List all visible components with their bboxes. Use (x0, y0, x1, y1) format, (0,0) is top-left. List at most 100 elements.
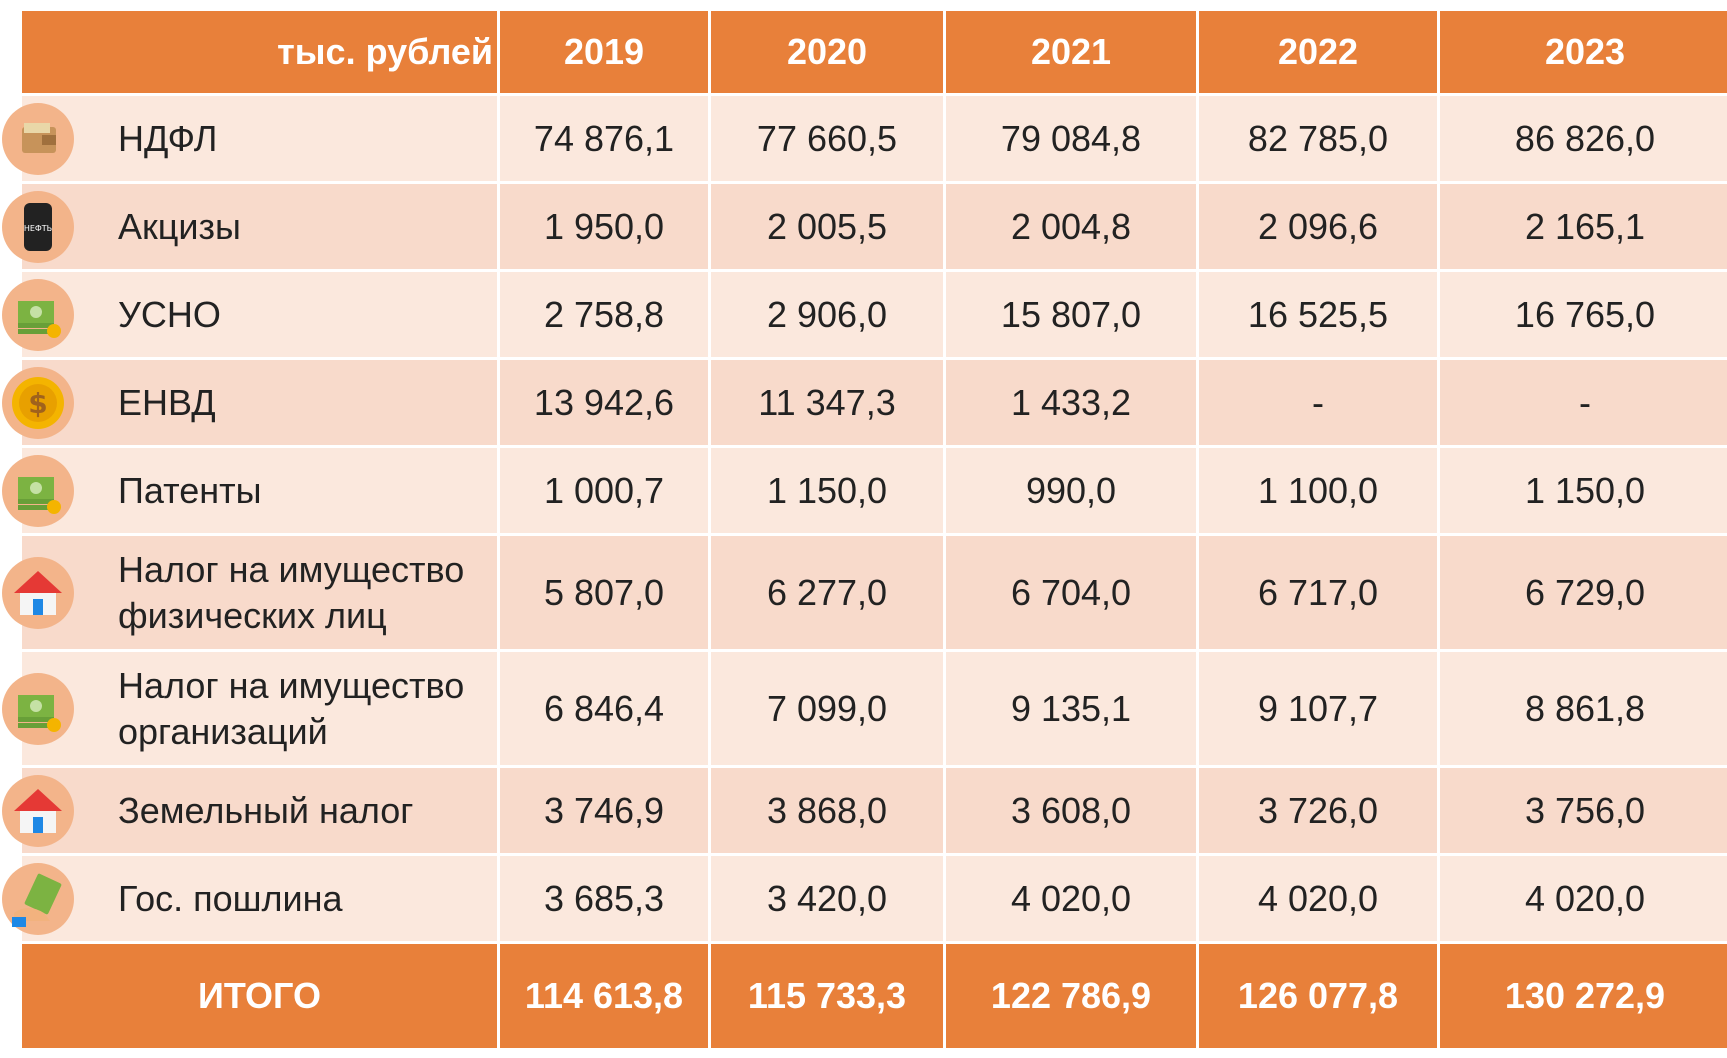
tax-icon: НЕФТЬ (2, 190, 74, 263)
tax-row: Налог на имущество физических лиц 5 807,0… (2, 536, 1727, 649)
tax-row: Гос. пошлина 3 685,3 3 420,0 4 020,0 4 020,0… (2, 856, 1727, 941)
tax-value: 6 277,0 (711, 536, 943, 649)
icon-graphic: $ (12, 376, 64, 429)
table-wrap: тыс. рублей 2019 2020 2021 2022 2023 НДФЛ 74 87… (0, 8, 1727, 1051)
tax-icon (2, 672, 74, 745)
tax-value: 1 150,0 (711, 448, 943, 533)
tax-value: 79 084,8 (946, 96, 1196, 181)
tax-name: Земельный налог (2, 768, 497, 853)
total-value: 122 786,9 (946, 944, 1196, 1048)
tax-value: 9 135,1 (946, 652, 1196, 765)
icon-graphic (14, 788, 62, 833)
tax-row: НЕФТЬ Акцизы 1 950,0 2 005,5 2 004,8 2 096,6 2… (2, 184, 1727, 269)
tax-value: 82 785,0 (1199, 96, 1437, 181)
tax-value: 2 906,0 (711, 272, 943, 357)
svg-text:$: $ (28, 387, 47, 420)
tax-value: 1 000,7 (500, 448, 708, 533)
tax-value: 4 020,0 (1440, 856, 1727, 941)
tax-name: Гос. пошлина (2, 856, 497, 941)
icon-graphic (18, 694, 61, 732)
tax-name: Патенты (2, 448, 497, 533)
tax-value: 2 005,5 (711, 184, 943, 269)
tax-value: 2 004,8 (946, 184, 1196, 269)
tax-value: 9 107,7 (1199, 652, 1437, 765)
tax-value: 15 807,0 (946, 272, 1196, 357)
tax-value: 86 826,0 (1440, 96, 1727, 181)
tax-name: Налог на имущество организаций (2, 652, 497, 765)
tax-value: 4 020,0 (1199, 856, 1437, 941)
tax-row: Земельный налог 3 746,9 3 868,0 3 608,0 3 72… (2, 768, 1727, 853)
tax-row: $ ЕНВД 13 942,6 11 347,3 1 433,2- - (2, 360, 1727, 445)
tax-row: Патенты 1 000,7 1 150,0 990,0 1 100,0 1 150,0 (2, 448, 1727, 533)
total-label: ИТОГО (22, 944, 497, 1048)
tax-name: УСНО (2, 272, 497, 357)
icon-graphic (14, 570, 62, 615)
tax-value: 1 150,0 (1440, 448, 1727, 533)
tax-name: НДФЛ (2, 96, 497, 181)
tax-value: 1 950,0 (500, 184, 708, 269)
tax-icon (2, 454, 74, 527)
tax-name-text: Акцизы (118, 205, 241, 247)
tax-value: 3 756,0 (1440, 768, 1727, 853)
tax-value: 5 807,0 (500, 536, 708, 649)
tax-name-text: Налог на имущество организаций (118, 664, 465, 752)
tax-row: УСНО 2 758,8 2 906,0 15 807,0 16 525,5 16 765… (2, 272, 1727, 357)
icon-graphic: НЕФТЬ (24, 202, 52, 251)
tax-value: 6 704,0 (946, 536, 1196, 649)
tax-name: Налог на имущество физических лиц (2, 536, 497, 649)
tax-name-text: Гос. пошлина (118, 877, 343, 919)
tax-value: 3 608,0 (946, 768, 1196, 853)
tax-icon: $ (2, 366, 74, 439)
tax-name: $ ЕНВД (2, 360, 497, 445)
tax-value: 1 433,2 (946, 360, 1196, 445)
tax-name: НЕФТЬ Акцизы (2, 184, 497, 269)
tax-value: 6 717,0 (1199, 536, 1437, 649)
tax-value: 16 525,5 (1199, 272, 1437, 357)
tax-value: 16 765,0 (1440, 272, 1727, 357)
tax-value: 8 861,8 (1440, 652, 1727, 765)
year-header: 2023 (1440, 11, 1727, 93)
header-row: тыс. рублей 2019 2020 2021 2022 2023 (22, 11, 1727, 93)
tax-value: 7 099,0 (711, 652, 943, 765)
total-value: 114 613,8 (500, 944, 708, 1048)
tax-name-text: УСНО (118, 293, 221, 335)
tax-row: Налог на имущество организаций 6 846,4 7 0… (2, 652, 1727, 765)
tax-value: 6 846,4 (500, 652, 708, 765)
tax-name-text: Земельный налог (118, 789, 414, 831)
year-header: 2022 (1199, 11, 1437, 93)
tax-value: 2 096,6 (1199, 184, 1437, 269)
tax-value: 13 942,6 (500, 360, 708, 445)
tax-icon (2, 556, 74, 629)
unit-header: тыс. рублей (22, 11, 497, 93)
tax-icon (2, 862, 74, 935)
tax-value: 3 746,9 (500, 768, 708, 853)
tax-value: 3 868,0 (711, 768, 943, 853)
total-value: 115 733,3 (711, 944, 943, 1048)
tax-value: 4 020,0 (946, 856, 1196, 941)
total-value: 126 077,8 (1199, 944, 1437, 1048)
year-header: 2021 (946, 11, 1196, 93)
tax-value: - (1199, 360, 1437, 445)
tax-name-text: Налог на имущество физических лиц (118, 548, 465, 636)
tax-name-text: ЕНВД (118, 381, 216, 423)
tax-value: 2 758,8 (500, 272, 708, 357)
tax-value: - (1440, 360, 1727, 445)
tax-value: 11 347,3 (711, 360, 943, 445)
tax-value: 2 165,1 (1440, 184, 1727, 269)
total-row: ИТОГО 114 613,8 115 733,3 122 786,9 126 077,… (22, 944, 1727, 1048)
tax-value: 3 726,0 (1199, 768, 1437, 853)
tax-icon (2, 774, 74, 847)
tax-value: 990,0 (946, 448, 1196, 533)
icon-graphic (18, 300, 61, 338)
tax-value: 77 660,5 (711, 96, 943, 181)
tax-name-text: Патенты (118, 469, 262, 511)
tax-icon (2, 278, 74, 351)
svg-text:НЕФТЬ: НЕФТЬ (24, 224, 52, 233)
tax-icon (2, 102, 74, 175)
tax-name-text: НДФЛ (118, 117, 218, 159)
tax-row: НДФЛ 74 876,1 77 660,5 79 084,8 82 785,0 86 8… (2, 96, 1727, 181)
tax-table: тыс. рублей 2019 2020 2021 2022 2023 НДФЛ 74 87… (2, 8, 1727, 1051)
icon-graphic (12, 873, 62, 927)
tax-value: 6 729,0 (1440, 536, 1727, 649)
year-header: 2020 (711, 11, 943, 93)
